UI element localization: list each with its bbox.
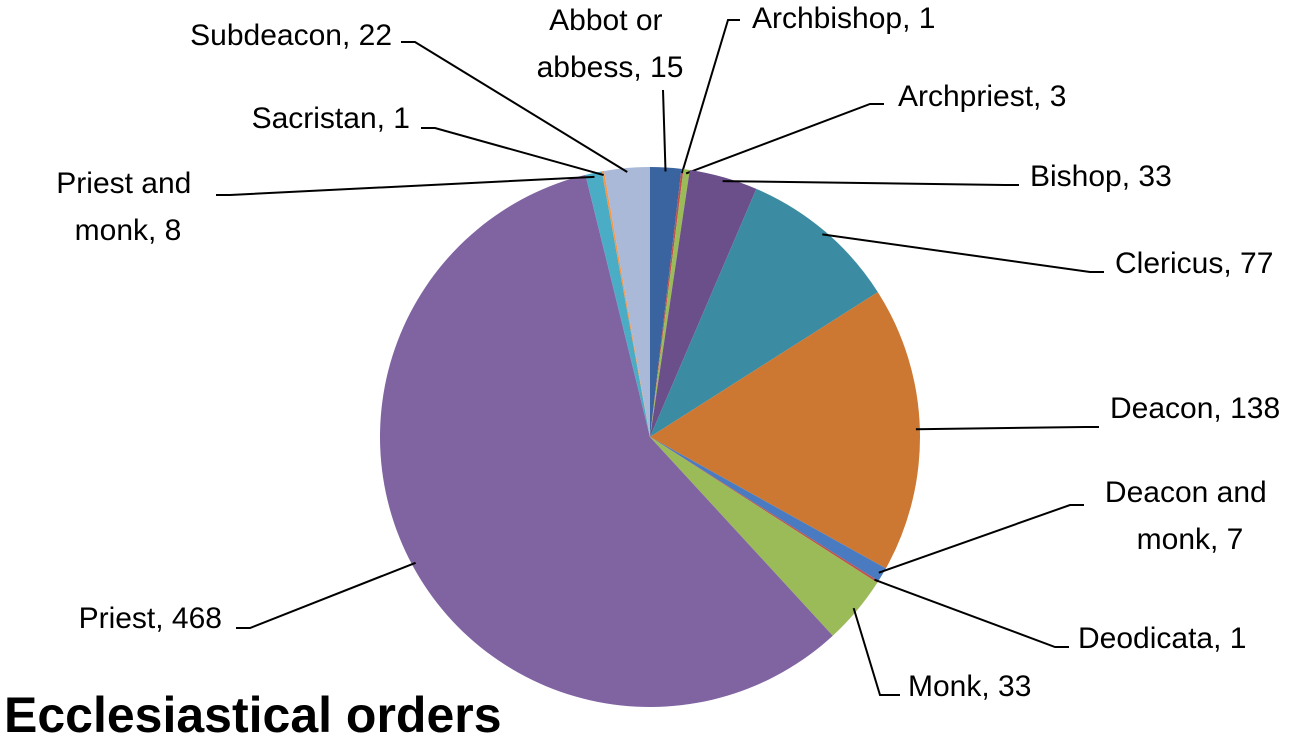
data-label: Subdeacon, 22 bbox=[190, 19, 392, 52]
pie-slice bbox=[585, 171, 650, 438]
pie-slice bbox=[650, 437, 886, 581]
pie-slice bbox=[650, 188, 878, 437]
pie-slice bbox=[603, 167, 650, 437]
leader-line bbox=[662, 89, 667, 172]
pie-slice bbox=[650, 169, 757, 437]
data-label: Monk, 33 bbox=[908, 670, 1031, 703]
label-line: abbess, 15 bbox=[537, 51, 684, 84]
leader-line bbox=[874, 578, 1069, 648]
chart-title: Ecclesiastical orders bbox=[4, 687, 502, 743]
label-line: monk, 8 bbox=[75, 214, 182, 247]
data-label: Deacon, 138 bbox=[1110, 392, 1280, 425]
leader-line bbox=[681, 19, 740, 174]
data-label: Sacristan, 1 bbox=[252, 102, 410, 135]
label-line: Abbot or bbox=[549, 4, 671, 37]
data-label: Deacon and monk, 7 bbox=[1105, 476, 1275, 556]
leader-line bbox=[216, 175, 595, 196]
leader-line bbox=[852, 607, 900, 696]
pie-slice bbox=[650, 437, 878, 636]
leader-line bbox=[915, 426, 1099, 431]
label-line: Deacon and bbox=[1105, 476, 1275, 509]
data-label: Archbishop, 1 bbox=[752, 2, 935, 35]
data-label: Abbot or abbess, 15 bbox=[537, 4, 684, 84]
pie-slice bbox=[650, 167, 682, 437]
data-label: Deodicata, 1 bbox=[1078, 622, 1246, 655]
data-label: Priest and monk, 8 bbox=[56, 167, 199, 247]
leader-line bbox=[685, 103, 884, 175]
pie-slice bbox=[379, 174, 833, 708]
leader-line bbox=[878, 504, 1084, 574]
leader-line bbox=[401, 41, 628, 173]
leader-line bbox=[822, 233, 1104, 273]
data-label: Priest, 468 bbox=[79, 602, 222, 635]
leader-line bbox=[421, 127, 604, 177]
data-label: Clericus, 77 bbox=[1115, 247, 1273, 280]
label-line: monk, 7 bbox=[1137, 523, 1244, 556]
data-label: Archpriest, 3 bbox=[898, 80, 1066, 113]
pie-slice bbox=[601, 170, 650, 437]
leader-line bbox=[722, 180, 1019, 186]
pie-slice bbox=[650, 437, 879, 583]
pie-slice bbox=[650, 169, 690, 438]
label-line: Priest and bbox=[56, 167, 199, 200]
pie-slice bbox=[650, 292, 920, 569]
data-label: Bishop, 33 bbox=[1030, 160, 1172, 193]
pie-slice bbox=[650, 168, 684, 437]
leader-line bbox=[236, 561, 416, 629]
